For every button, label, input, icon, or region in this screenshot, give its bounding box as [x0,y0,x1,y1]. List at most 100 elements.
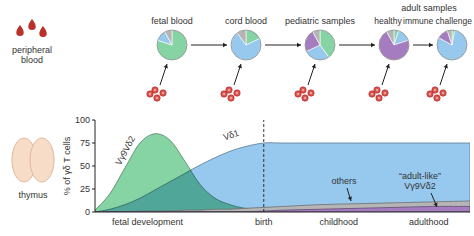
blood-cell-center [149,93,151,95]
thymus-lobe [30,138,54,182]
blood-cell-center [162,92,164,94]
series-label: others [331,176,357,186]
reference-line [263,120,264,212]
x-tick-label: fetal development [112,217,184,227]
pie-slice [387,30,394,45]
pie-label: pediatric samples [285,16,356,26]
pie-group-label: adult samples [401,3,457,13]
series-label-arrow-head [433,202,437,207]
series-label: Vγ9Vδ2 [114,134,138,167]
blood-cell [434,95,440,101]
series-area [95,206,470,212]
pie-outline [157,30,187,60]
series-label-line: “adult-like” [399,171,441,181]
blood-cell-center [434,89,436,91]
blood-cell-center [297,93,299,95]
blood-cell [382,90,388,96]
pie-arrow-head [371,43,375,47]
y-tick-label: 75 [80,138,90,148]
pie-slice [447,30,452,45]
y-tick-label: 25 [80,184,90,194]
x-tick-label: adulthood [409,217,449,227]
pie-slice [165,30,172,45]
pie-label: fetal blood [151,16,193,26]
series-label-arrow [347,188,351,201]
pie-arrow [191,45,227,46]
blood-drop [16,25,24,36]
blood-cell-center [223,93,225,95]
sample-arrow [308,64,315,85]
series-label-arrow-head [348,197,352,201]
y-tick [92,120,95,121]
series-label-line: Vγ9Vδ2 [404,181,436,191]
blood-cell-center [376,89,378,91]
sample-arrow-head [312,64,316,68]
blood-cell-center [156,97,158,99]
y-tick-label: 50 [80,161,90,171]
blood-cell-center [442,92,444,94]
pie-slice [439,31,452,45]
pie-arrow-head [429,43,433,47]
blood-cell [228,95,234,101]
blood-cell [234,90,240,96]
pie-label: cord blood [225,16,267,26]
sample-arrow-head [238,64,242,68]
blood-cell-center [371,93,373,95]
blood-cell [152,87,158,93]
sample-arrow [234,64,241,85]
figure: peripheralblood thymus fetal blood cord blo… [0,0,474,236]
thymus-label-line: thymus [18,190,48,200]
blood-cell [302,95,308,101]
x-tick-label: childhood [319,217,358,227]
blood-cell [376,95,382,101]
blood-cell-center [230,97,232,99]
peripheral-blood-label-line: peripheral [12,45,52,55]
blood-cell-center [302,89,304,91]
peripheral-blood-label-line: blood [21,55,43,65]
pie-arrow [339,45,375,46]
sample-arrow [440,64,447,85]
blood-cell-center [378,97,380,99]
thymus-label: thymus [18,190,48,200]
y-tick-label: 0 [85,207,90,217]
plot-area [95,134,470,212]
series-label-arrow [431,193,437,207]
sample-arrow-head [444,64,448,68]
blood-cell-center [436,97,438,99]
blood-cell [432,87,438,93]
series-label-line: others [331,176,357,186]
blood-cell-center [310,92,312,94]
blood-cell-center [236,92,238,94]
pie-outline [305,30,335,60]
pie-slice [157,30,187,60]
pie-arrow-head [297,43,301,47]
pie-outline [231,30,261,60]
series-label-line: Vγ9Vδ2 [114,134,138,167]
blood-cell [160,90,166,96]
sample-arrow-head [164,64,168,68]
series-area [95,201,470,212]
blood-cell-center [154,89,156,91]
pie-label: healthy [374,16,402,26]
series-label: Vδ1 [222,128,240,142]
series-label: “adult-like”Vγ9Vδ2 [399,171,441,191]
blood-cell-center [228,89,230,91]
pie-label: immune challenge [403,16,472,26]
series-area [95,134,470,212]
y-tick [92,189,95,190]
blood-cell-center [384,92,386,94]
blood-cell-center [304,97,306,99]
pie-slice [437,30,467,60]
blood-cell [308,90,314,96]
pie-outline [437,30,467,60]
blood-cell [226,87,232,93]
sample-arrow-head [386,64,390,68]
sample-arrow [160,64,167,85]
x-tick-label: birth [255,217,273,227]
blood-cell-center [429,93,431,95]
y-tick [92,166,95,167]
peripheral-blood-label: peripheralblood [12,45,52,65]
y-tick [92,212,95,213]
y-tick [92,143,95,144]
blood-cell [374,87,380,93]
